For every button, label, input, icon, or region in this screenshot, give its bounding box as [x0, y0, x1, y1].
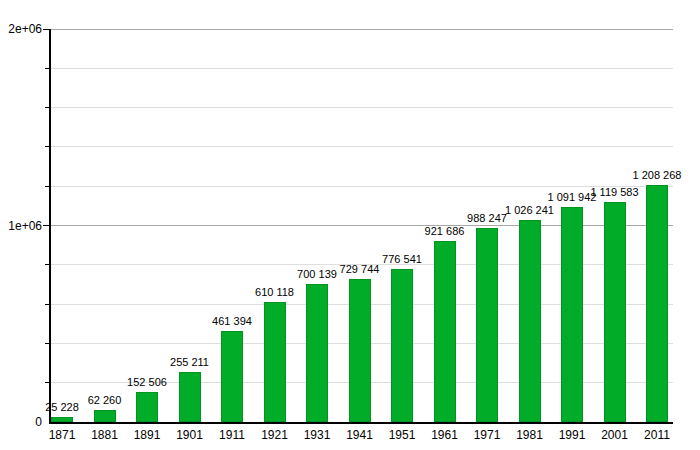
- x-tick-label: 1941: [346, 428, 373, 442]
- bar-value-label: 1 026 241: [505, 204, 554, 217]
- y-tick-label: 1e+06: [0, 218, 42, 234]
- x-tick-label: 1951: [389, 428, 416, 442]
- x-tick-label: 2001: [601, 428, 628, 442]
- x-tick-label: 1921: [261, 428, 288, 442]
- x-tick-label: 1911: [219, 428, 245, 442]
- gridline-minor: [50, 146, 673, 147]
- bar-value-label: 461 394: [212, 315, 252, 328]
- x-tick-label: 1881: [91, 428, 118, 442]
- x-tick-label: 2011: [644, 428, 670, 442]
- gridline-minor: [50, 186, 673, 187]
- bar-value-label: 1 091 942: [548, 191, 597, 204]
- y-axis-line: [49, 29, 51, 423]
- x-tick-label: 1981: [516, 428, 543, 442]
- gridline-minor: [50, 107, 673, 108]
- bar-value-label: 255 211: [170, 356, 209, 369]
- x-axis-line: [49, 422, 673, 424]
- bar-value-label: 1 208 268: [633, 169, 682, 182]
- bar: [434, 241, 456, 422]
- bar: [519, 220, 541, 422]
- x-tick-label: 1891: [134, 428, 161, 442]
- gridline-major: [50, 29, 673, 30]
- x-tick-label: 1871: [49, 428, 76, 442]
- bar: [51, 417, 73, 422]
- population-bar-chart: 0 1e+06 2e+06 25 228 1871 62 260 1881 152 506 18…: [0, 0, 700, 450]
- bar-value-label: 776 541: [382, 253, 422, 266]
- bar: [306, 284, 328, 422]
- x-tick-label: 1961: [431, 428, 458, 442]
- bar: [264, 302, 286, 422]
- y-tick-label: 0: [0, 414, 42, 430]
- bar: [391, 269, 413, 422]
- bar: [349, 279, 371, 422]
- gridline-minor: [50, 68, 673, 69]
- y-tick-label: 2e+06: [0, 21, 42, 37]
- bar: [179, 372, 201, 422]
- bar: [604, 202, 626, 422]
- bar: [646, 185, 668, 422]
- bar: [221, 331, 243, 422]
- bar-value-label: 988 247: [467, 212, 507, 225]
- bar-value-label: 62 260: [88, 394, 122, 407]
- bar-value-label: 921 686: [425, 225, 465, 238]
- x-tick-label: 1931: [304, 428, 331, 442]
- x-tick-label: 1991: [559, 428, 586, 442]
- bar: [476, 228, 498, 422]
- bar: [136, 392, 158, 422]
- x-tick-label: 1901: [176, 428, 203, 442]
- bar-value-label: 1 119 583: [590, 186, 638, 199]
- bar: [561, 207, 583, 422]
- bar-value-label: 610 118: [255, 286, 294, 299]
- x-tick-label: 1971: [474, 428, 501, 442]
- bar-value-label: 700 139: [297, 268, 337, 281]
- bar-value-label: 729 744: [340, 263, 380, 276]
- bar: [94, 410, 116, 422]
- bar-value-label: 25 228: [45, 401, 79, 414]
- bar-value-label: 152 506: [127, 376, 167, 389]
